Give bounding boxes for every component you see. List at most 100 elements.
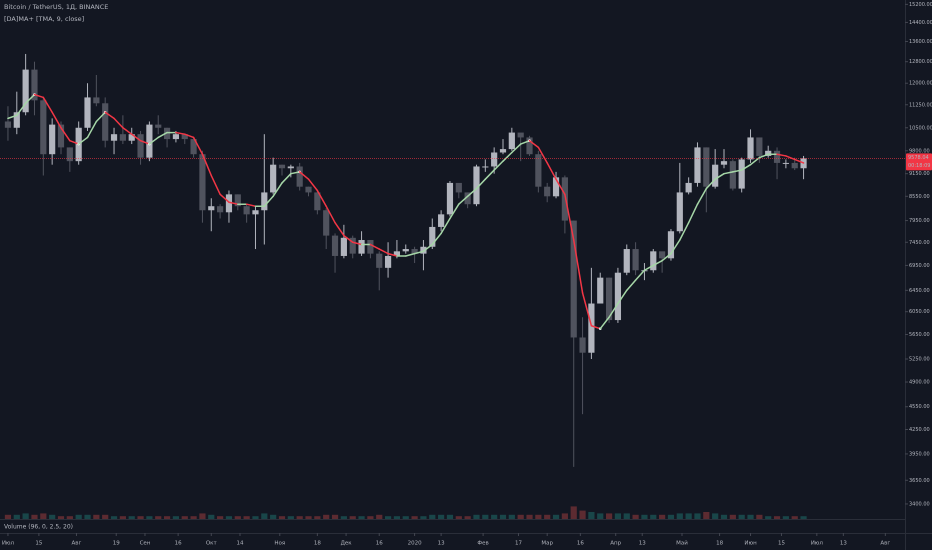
candle-body bbox=[676, 192, 683, 232]
tma-segment bbox=[670, 239, 681, 255]
candle-body bbox=[155, 124, 162, 128]
y-tick-label: 7450.00 bbox=[909, 240, 930, 246]
volume-bar bbox=[738, 514, 745, 519]
volume-bar bbox=[128, 516, 135, 519]
candle-body bbox=[393, 251, 401, 256]
volume-bar bbox=[137, 516, 144, 519]
tma-segment bbox=[740, 163, 752, 171]
y-tick-label: 11250.00 bbox=[909, 102, 932, 108]
tma-segment bbox=[528, 139, 540, 149]
y-tick-label: 12000.00 bbox=[909, 81, 932, 87]
candle-body bbox=[225, 194, 233, 213]
volume-bar bbox=[199, 513, 206, 519]
tma-segment bbox=[732, 169, 743, 173]
volume-bar bbox=[765, 516, 772, 519]
volume-bar bbox=[155, 516, 162, 519]
volume-bar bbox=[305, 516, 312, 519]
tma-segment bbox=[95, 111, 106, 123]
volume-bar bbox=[31, 514, 38, 519]
x-tick-label: Июл bbox=[811, 541, 824, 547]
tma-segment bbox=[449, 203, 460, 220]
tma-segment bbox=[263, 195, 274, 207]
tma-segment bbox=[113, 117, 124, 129]
volume-bar bbox=[561, 513, 568, 519]
volume-bar bbox=[102, 514, 109, 519]
candle-body bbox=[773, 150, 781, 163]
volume-bar bbox=[720, 514, 728, 519]
candle-body bbox=[137, 134, 144, 158]
x-tick-label: 15 bbox=[778, 541, 785, 547]
volume-bar bbox=[429, 514, 436, 519]
tma-segment bbox=[307, 178, 319, 192]
candle-body bbox=[278, 164, 286, 169]
volume-bar bbox=[181, 516, 188, 519]
tma-segment bbox=[272, 182, 283, 198]
volume-bar bbox=[119, 516, 126, 519]
tma-segment bbox=[608, 302, 619, 319]
tma-segment bbox=[555, 178, 566, 196]
volume-bar bbox=[57, 516, 65, 519]
tma-segment bbox=[387, 252, 398, 257]
tma-segment bbox=[369, 243, 380, 250]
x-tick-label: 2020 bbox=[408, 541, 422, 547]
candle-body bbox=[632, 249, 639, 271]
volume-bar bbox=[694, 513, 701, 519]
tma-segment bbox=[42, 96, 53, 114]
tma-segment bbox=[626, 279, 637, 292]
volume-bar bbox=[243, 516, 250, 519]
x-tick-label: 16 bbox=[376, 541, 383, 547]
volume-bar bbox=[270, 514, 277, 519]
tma-segment bbox=[546, 162, 557, 180]
candle-body bbox=[526, 137, 533, 155]
volume-bar bbox=[314, 516, 321, 519]
volume-bar bbox=[446, 514, 454, 519]
candle-body bbox=[535, 154, 542, 187]
volume-bar bbox=[570, 506, 577, 519]
y-tick-label: 6050.00 bbox=[909, 309, 930, 315]
volume-bar bbox=[552, 514, 560, 519]
volume-bar bbox=[4, 514, 12, 519]
candle-body bbox=[499, 149, 507, 153]
x-tick-label: Май bbox=[676, 540, 688, 547]
tma-segment bbox=[431, 232, 442, 246]
volume-bar bbox=[411, 516, 418, 519]
x-tick-label: Сен bbox=[140, 541, 151, 547]
volume-bar bbox=[729, 514, 736, 519]
tma-segment bbox=[122, 127, 133, 135]
candle-body bbox=[420, 246, 427, 254]
volume-bar bbox=[393, 516, 401, 519]
candle-body bbox=[252, 210, 259, 215]
x-tick-label: 13 bbox=[840, 541, 847, 547]
tma-segment bbox=[749, 156, 761, 166]
x-tick-label: Фев bbox=[477, 541, 488, 547]
tma-segment bbox=[334, 221, 345, 237]
x-tick-label: Апр bbox=[610, 541, 621, 547]
candle-body bbox=[199, 154, 206, 211]
tma-segment bbox=[714, 172, 725, 180]
candle-body bbox=[102, 103, 109, 141]
candle-body bbox=[243, 206, 250, 215]
y-tick-label: 7950.00 bbox=[909, 218, 930, 224]
volume-bar bbox=[217, 516, 224, 519]
candle-body bbox=[570, 220, 577, 338]
x-tick-label: 13 bbox=[438, 541, 445, 547]
candle-body bbox=[40, 100, 47, 155]
candle-body bbox=[650, 251, 657, 271]
candle-body bbox=[217, 206, 224, 213]
tma-segment bbox=[422, 243, 434, 253]
volume-bar bbox=[349, 516, 356, 519]
candle-body bbox=[181, 134, 188, 140]
candle-body bbox=[712, 164, 719, 187]
volume-bar bbox=[526, 514, 533, 519]
tma-segment bbox=[537, 146, 548, 164]
volume-bar bbox=[110, 516, 118, 519]
volume-bar bbox=[579, 510, 586, 519]
volume-bar bbox=[146, 516, 153, 519]
tma-segment bbox=[405, 252, 416, 257]
volume-bar bbox=[535, 514, 542, 519]
volume-bar bbox=[261, 513, 268, 519]
tma-segment bbox=[351, 241, 363, 246]
volume-bar bbox=[384, 516, 392, 519]
volume-bar bbox=[163, 516, 171, 519]
y-tick-label: 5250.00 bbox=[909, 357, 930, 363]
